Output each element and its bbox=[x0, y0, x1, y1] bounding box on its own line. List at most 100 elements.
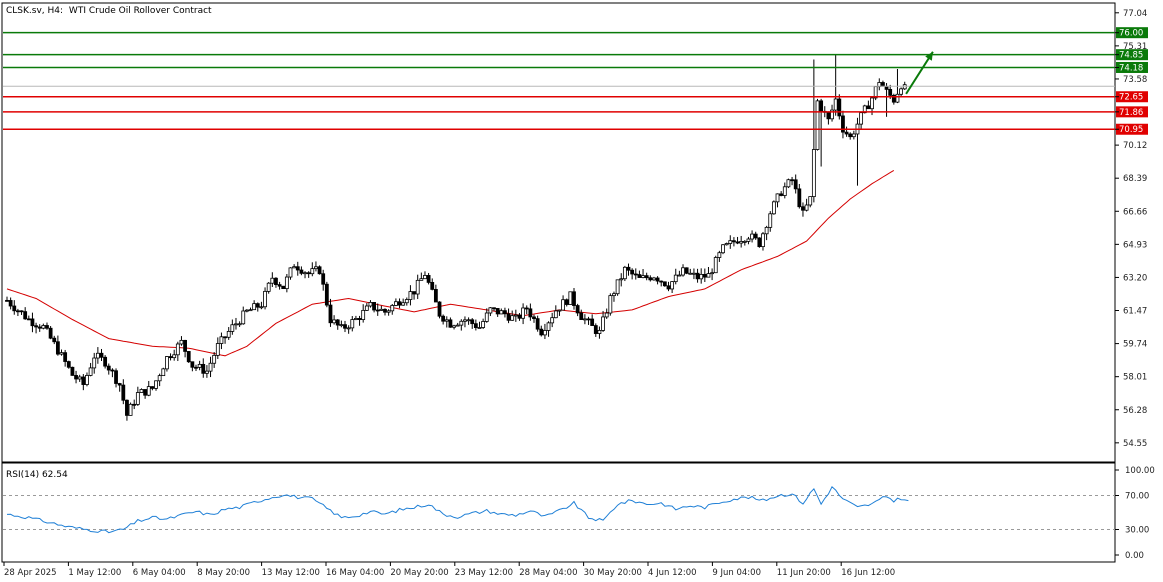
candle-bear bbox=[343, 324, 347, 329]
candle-bull bbox=[699, 273, 704, 280]
candle-bear bbox=[190, 361, 195, 368]
time-tick-label: 13 May 12:00 bbox=[262, 568, 320, 578]
candle-bear bbox=[299, 269, 304, 274]
candle-bull bbox=[128, 403, 133, 416]
candle-bull bbox=[724, 243, 729, 246]
candle-bull bbox=[444, 319, 449, 322]
time-tick-label: 28 Apr 2025 bbox=[4, 568, 57, 578]
candle-bear bbox=[441, 315, 446, 322]
candle-bear bbox=[19, 310, 24, 313]
candle-bull bbox=[401, 302, 406, 306]
candle-bull bbox=[179, 339, 184, 345]
candle-bear bbox=[397, 301, 402, 306]
candle-bull bbox=[230, 324, 235, 332]
candle-bull bbox=[673, 274, 678, 283]
candle-bull bbox=[597, 330, 602, 334]
candle-bull bbox=[582, 318, 587, 321]
candle-bull bbox=[815, 100, 820, 150]
candle-bear bbox=[357, 318, 362, 320]
candle-bear bbox=[5, 299, 9, 302]
candle-bull bbox=[681, 267, 685, 276]
candle-bull bbox=[215, 343, 220, 356]
candle-bear bbox=[575, 305, 580, 314]
candle-bull bbox=[139, 389, 144, 393]
candle-bull bbox=[601, 316, 605, 331]
candle-bear bbox=[732, 240, 736, 243]
candle-bull bbox=[88, 367, 93, 376]
candle-bear bbox=[223, 336, 227, 339]
candle-bull bbox=[833, 98, 838, 111]
candle-bear bbox=[16, 310, 20, 313]
time-tick-label: 16 May 04:00 bbox=[326, 568, 384, 578]
candle-bear bbox=[891, 94, 896, 103]
candle-bull bbox=[346, 327, 351, 330]
time-tick-label: 11 Jun 20:00 bbox=[777, 568, 831, 578]
candle-bull bbox=[513, 314, 518, 317]
candle-bear bbox=[375, 309, 380, 312]
candle-bear bbox=[201, 363, 206, 374]
candle-bear bbox=[30, 318, 35, 327]
horizontal-levels: 76.00 74.85 74.18 72.65 71.86 70.95 bbox=[3, 27, 1148, 135]
rsi-axis: 100.00 70.00 30.00 0.00 bbox=[1115, 466, 1155, 561]
candle-bull bbox=[157, 375, 162, 382]
candle-bear bbox=[495, 308, 500, 315]
candle-bull bbox=[165, 356, 169, 370]
candle-bull bbox=[314, 266, 318, 270]
candle-bull bbox=[768, 213, 773, 228]
candle-bear bbox=[590, 318, 595, 326]
candle-bear bbox=[586, 318, 591, 321]
candle-bear bbox=[426, 275, 431, 283]
time-tick-label: 4 Jun 12:00 bbox=[648, 568, 697, 578]
candle-bull bbox=[604, 312, 609, 318]
rsi-tick-label: 100.00 bbox=[1125, 466, 1155, 476]
candle-bull bbox=[226, 331, 231, 338]
candle-bull bbox=[622, 266, 627, 280]
candle-bear bbox=[125, 399, 129, 416]
candle-bear bbox=[433, 288, 438, 303]
candle-bull bbox=[786, 179, 791, 188]
candle-bear bbox=[52, 337, 57, 343]
candle-bear bbox=[626, 266, 631, 271]
candle-bull bbox=[303, 272, 307, 275]
candle-bull bbox=[677, 274, 682, 277]
resistance-price-label: 76.00 bbox=[1119, 29, 1143, 39]
candle-bear bbox=[328, 304, 333, 324]
candle-bear bbox=[779, 193, 784, 196]
time-tick-label: 20 May 20:00 bbox=[390, 568, 448, 578]
candle-bear bbox=[114, 370, 118, 384]
candle-bull bbox=[721, 244, 725, 254]
candle-bull bbox=[146, 386, 151, 396]
candle-bull bbox=[488, 307, 493, 314]
candle-bull bbox=[41, 325, 46, 329]
candle-bull bbox=[95, 352, 100, 359]
candle-bear bbox=[99, 352, 104, 358]
candle-bear bbox=[837, 98, 842, 117]
candle-bull bbox=[161, 368, 166, 377]
candle-bull bbox=[870, 97, 874, 110]
candle-bull bbox=[455, 324, 460, 327]
time-tick-label: 23 May 12:00 bbox=[455, 568, 513, 578]
candle-bear bbox=[666, 285, 671, 290]
candle-bull bbox=[641, 275, 645, 278]
candle-bull bbox=[415, 279, 420, 295]
candle-bear bbox=[473, 323, 478, 328]
candle-bear bbox=[106, 365, 111, 371]
candle-bull bbox=[811, 149, 816, 198]
candle-bull bbox=[463, 319, 467, 322]
candle-bull bbox=[546, 322, 551, 331]
candle-bull bbox=[553, 310, 558, 319]
candle-bull bbox=[710, 272, 715, 275]
candle-bull bbox=[459, 320, 464, 326]
candle-bear bbox=[790, 179, 794, 182]
price-tick-label: 61.47 bbox=[1123, 307, 1147, 317]
candle-bull bbox=[615, 279, 620, 295]
candle-bear bbox=[12, 305, 17, 312]
candle-bear bbox=[8, 300, 13, 307]
candle-bull bbox=[557, 309, 562, 312]
candle-bull bbox=[259, 306, 264, 309]
candle-bull bbox=[234, 323, 238, 326]
price-tick-label: 54.55 bbox=[1123, 439, 1147, 449]
candle-bull bbox=[761, 233, 765, 248]
candle-bear bbox=[186, 351, 191, 363]
candle-bear bbox=[801, 206, 805, 211]
